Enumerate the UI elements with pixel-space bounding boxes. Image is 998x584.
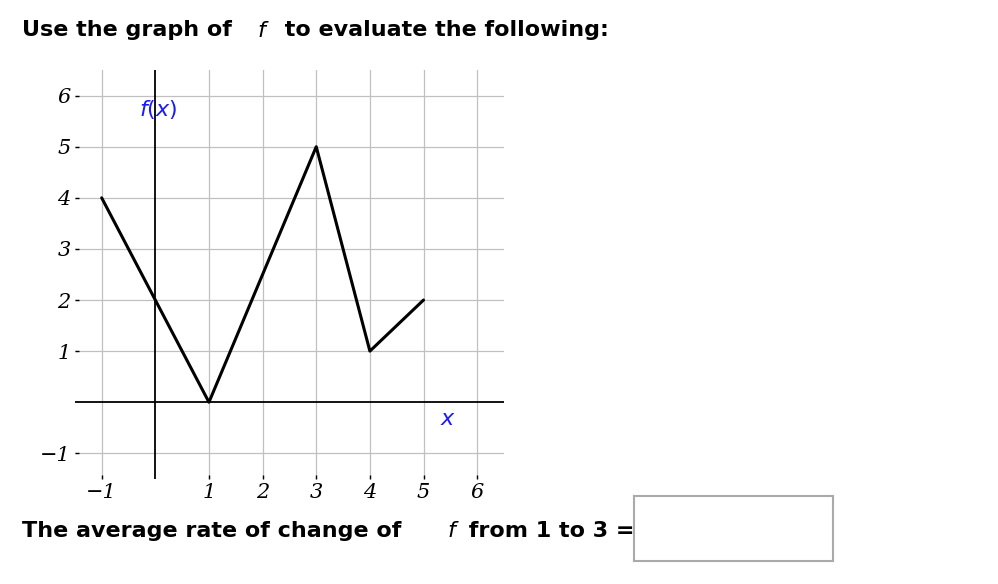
Text: The average rate of change of: The average rate of change of [22, 522, 409, 541]
Text: $x$: $x$ [439, 408, 455, 430]
Text: $\it{f}$: $\it{f}$ [447, 520, 460, 543]
Text: to evaluate the following:: to evaluate the following: [277, 20, 610, 40]
Text: Use the graph of: Use the graph of [22, 20, 240, 40]
Text: $f(x)$: $f(x)$ [139, 98, 178, 121]
Text: from 1 to 3 =: from 1 to 3 = [461, 522, 635, 541]
Text: $\it{f}$: $\it{f}$ [257, 20, 270, 43]
